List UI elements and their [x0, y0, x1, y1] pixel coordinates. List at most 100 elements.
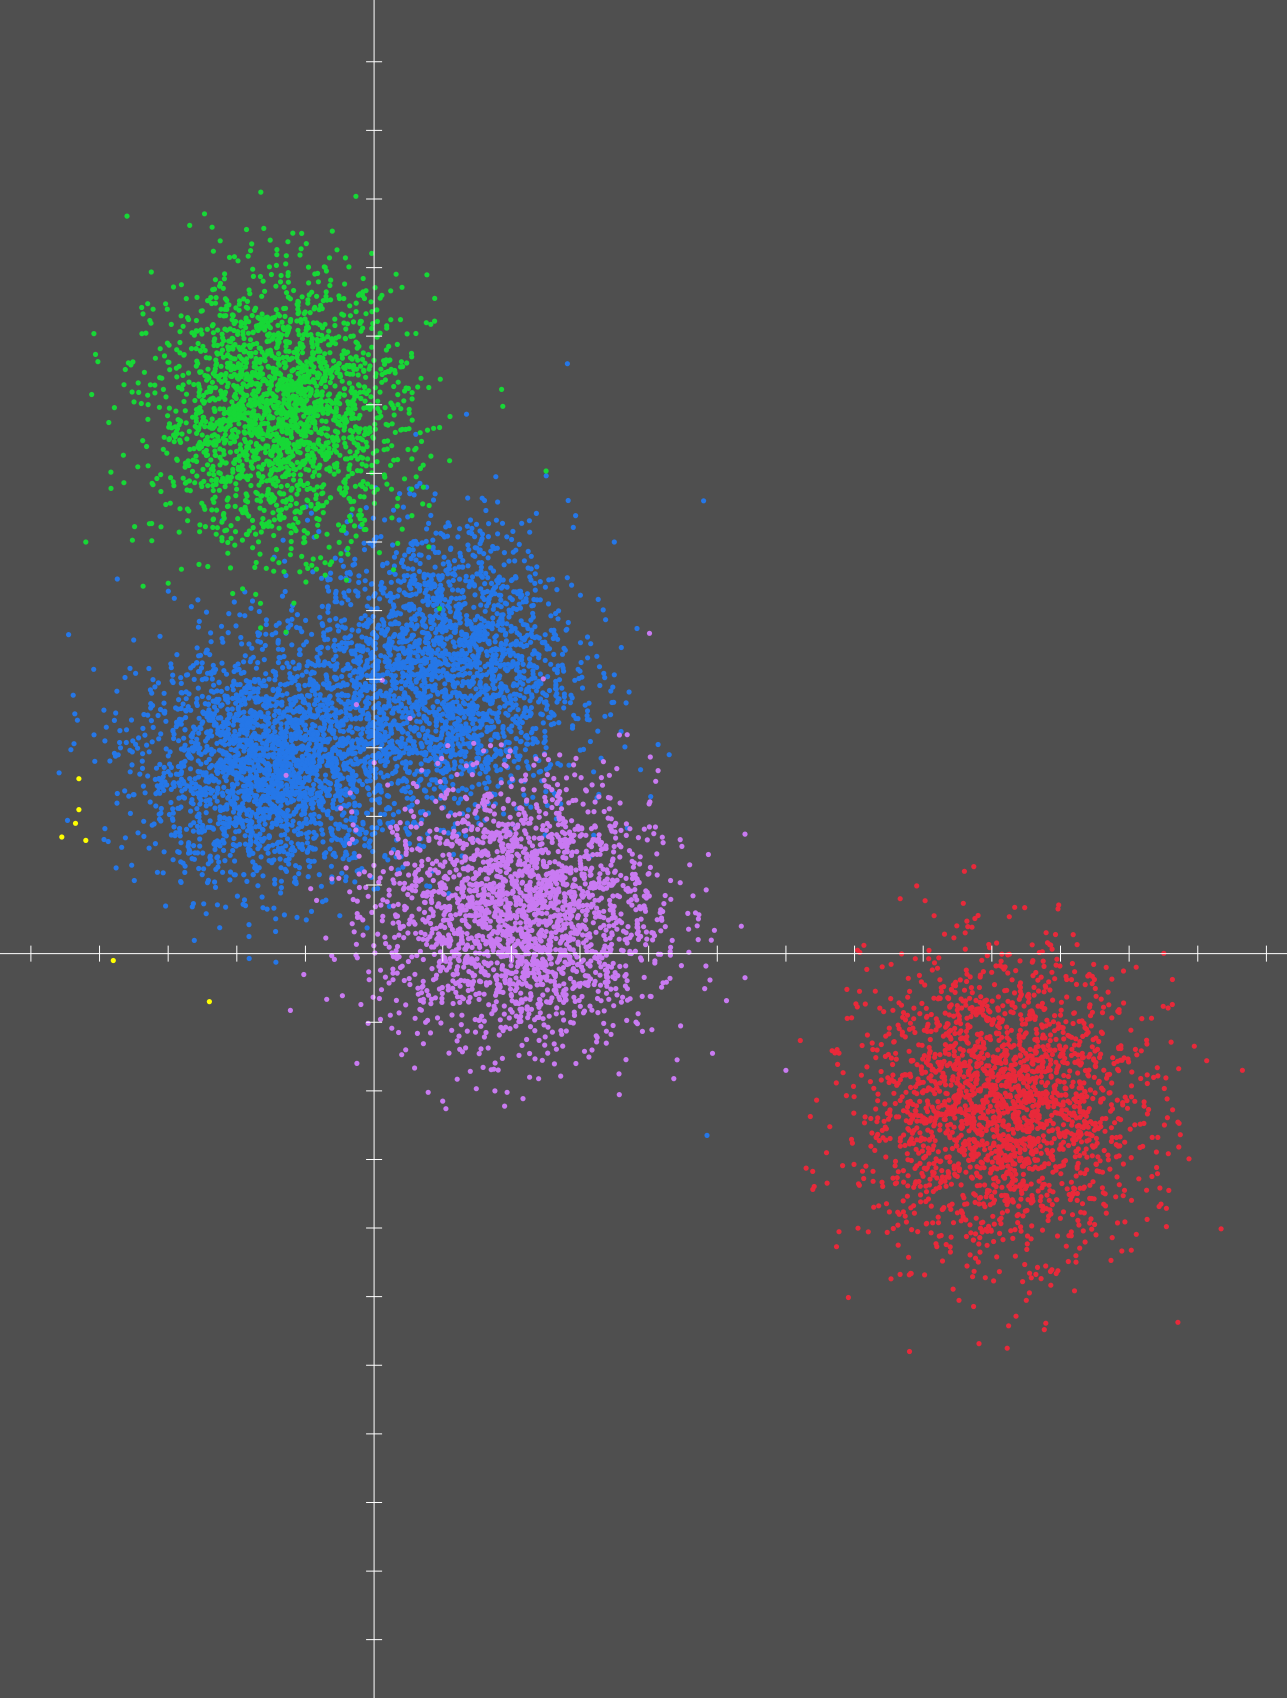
- data-point: [521, 710, 527, 716]
- data-point: [495, 580, 501, 586]
- data-point: [406, 583, 412, 589]
- data-point: [148, 718, 154, 724]
- data-point: [460, 699, 466, 706]
- data-point: [563, 627, 569, 633]
- data-point: [231, 783, 237, 789]
- data-point: [461, 710, 467, 716]
- data-point: [165, 588, 171, 594]
- data-point: [275, 839, 281, 845]
- data-point: [351, 695, 357, 701]
- data-point: [311, 811, 317, 817]
- data-point: [464, 523, 470, 529]
- data-point: [368, 655, 374, 662]
- data-point: [204, 729, 211, 735]
- data-point: [591, 769, 597, 775]
- data-point: [188, 346, 195, 352]
- data-point: [155, 712, 161, 719]
- data-point: [235, 771, 241, 777]
- data-point: [163, 903, 169, 909]
- data-point: [465, 807, 471, 813]
- data-point: [427, 747, 434, 753]
- data-point: [195, 741, 201, 747]
- data-point: [369, 797, 375, 803]
- data-point: [492, 634, 498, 640]
- data-point: [194, 645, 200, 651]
- data-point: [205, 701, 212, 707]
- data-point: [376, 622, 382, 628]
- data-point: [357, 658, 364, 665]
- data-point: [299, 553, 305, 560]
- data-point: [428, 512, 434, 519]
- data-point: [203, 785, 209, 791]
- data-point: [225, 720, 232, 727]
- data-point: [484, 716, 490, 723]
- data-point: [479, 531, 486, 537]
- data-point: [187, 776, 193, 782]
- data-point: [255, 801, 261, 807]
- data-point: [485, 775, 491, 781]
- data-point: [394, 657, 400, 663]
- data-point: [181, 763, 187, 769]
- data-point: [498, 592, 504, 599]
- data-point: [569, 695, 575, 701]
- data-point: [349, 741, 355, 747]
- data-point: [275, 785, 281, 791]
- data-point: [279, 745, 285, 752]
- data-point: [385, 646, 391, 652]
- data-point: [107, 758, 113, 764]
- data-point: [255, 660, 261, 666]
- data-point: [399, 284, 405, 290]
- data-point: [327, 685, 334, 691]
- data-point: [208, 688, 214, 694]
- data-point: [486, 641, 492, 647]
- data-point: [444, 706, 450, 712]
- data-point: [423, 716, 430, 722]
- data-point: [318, 821, 324, 827]
- data-point: [463, 578, 469, 584]
- data-point: [425, 602, 431, 608]
- data-point: [355, 593, 361, 599]
- data-point: [297, 651, 303, 658]
- data-point: [609, 699, 615, 706]
- data-point: [285, 747, 291, 753]
- data-point: [398, 685, 404, 692]
- data-point: [519, 657, 525, 663]
- data-point: [235, 661, 241, 667]
- data-point: [278, 272, 284, 279]
- data-point: [430, 544, 436, 550]
- data-point: [360, 726, 366, 732]
- data-point: [176, 829, 183, 835]
- data-point: [346, 827, 352, 833]
- data-point: [469, 784, 475, 790]
- data-point: [522, 635, 528, 641]
- data-point: [410, 566, 416, 572]
- data-point: [608, 712, 614, 718]
- data-point: [253, 796, 259, 803]
- data-point: [428, 652, 434, 658]
- data-point: [457, 751, 463, 758]
- data-point: [294, 612, 300, 618]
- data-point: [307, 736, 313, 742]
- data-point: [428, 625, 435, 632]
- data-point: [465, 663, 472, 669]
- data-point: [192, 726, 198, 733]
- data-point: [488, 695, 494, 701]
- data-point: [531, 648, 537, 654]
- data-point: [451, 673, 457, 679]
- data-point: [320, 622, 326, 629]
- data-point: [281, 912, 287, 918]
- data-point: [145, 712, 151, 718]
- data-point: [570, 524, 576, 531]
- data-point: [461, 665, 467, 672]
- data-point: [391, 554, 398, 560]
- data-point: [253, 811, 259, 818]
- data-point: [426, 782, 433, 788]
- data-point: [448, 754, 454, 760]
- data-point: [585, 655, 591, 661]
- data-point: [261, 751, 267, 757]
- data-point: [424, 739, 430, 745]
- data-point: [503, 684, 509, 690]
- data-point: [68, 747, 74, 753]
- data-point: [420, 727, 426, 733]
- data-point: [363, 635, 369, 641]
